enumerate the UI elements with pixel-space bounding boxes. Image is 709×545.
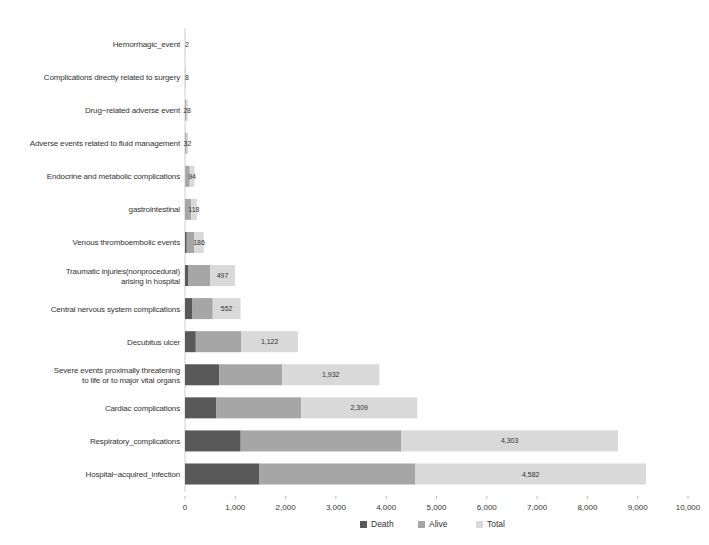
x-tick-label: 4,000 [376,503,397,512]
category-label-line: Drug−related adverse event [85,106,181,115]
bar [219,364,282,385]
category-label: Traumatic injuries(nonprocedural)arising… [66,267,181,286]
x-tick-label: 7,000 [527,503,548,512]
legend-label: Death [371,519,394,529]
category-label-line: Decubitus ulcer [127,338,180,347]
bar [241,331,297,352]
bar [192,298,213,319]
bar [185,232,187,253]
bar [185,331,196,352]
data-label: 28 [183,107,191,114]
x-tick [386,496,387,499]
bar [213,298,241,319]
data-label: 118 [188,206,199,213]
data-label: 1,932 [322,371,340,378]
bar [185,265,189,286]
data-label: 8 [185,74,189,81]
category-label: gastrointestinal [129,205,181,214]
x-tick-label: 2,000 [276,503,297,512]
x-tick [688,496,689,499]
category-label: Respiratory_complications [90,437,180,446]
category-label: Endocrine and metabolic complications [47,172,180,181]
legend-swatch [418,521,425,528]
data-label: 1,122 [261,338,279,345]
category-label-line: Endocrine and metabolic complications [47,172,180,181]
bar [216,397,301,418]
bar [185,364,219,385]
category-label-line: Central nervous system complications [51,305,180,314]
legend-swatch [476,521,483,528]
data-label: 497 [217,272,229,279]
bar [196,331,242,352]
data-label: 4,582 [522,471,540,478]
x-tick-label: 1,000 [225,503,246,512]
data-label: 2,309 [350,404,368,411]
x-tick-label: 3,000 [326,503,347,512]
x-tick [637,496,638,499]
bars [185,34,646,485]
x-tick-label: 6,000 [477,503,498,512]
category-label-line: Hospital−acquired_infection [86,470,180,479]
category-label: Central nervous system complications [51,305,180,314]
bar [210,265,235,286]
data-label: 186 [193,239,205,246]
x-tick [285,496,286,499]
category-label: Venous thromboembolic events [73,238,181,247]
x-tick-label: 10,000 [676,503,701,512]
x-tick [335,496,336,499]
legend: Death Alive Total [360,519,505,529]
data-label: 2 [185,41,189,48]
legend-label: Alive [429,519,448,529]
bar [259,464,415,485]
category-label: Drug−related adverse event [85,106,181,115]
category-label-line: Complications directly related to surger… [44,73,180,82]
data-label: 4,303 [501,437,519,444]
bar [241,430,402,451]
category-label: Severe events proximally threateningto l… [54,366,180,385]
category-label: Decubitus ulcer [127,338,180,347]
category-label: Hospital−acquired_infection [86,470,180,479]
category-label-line: gastrointestinal [129,205,181,214]
data-label: 94 [188,173,196,180]
chart: 0 1,000 2,000 3,000 4,000 5,000 6,000 7,000 8,00… [0,0,709,545]
x-tick-label: 0 [183,503,188,512]
bar [401,430,617,451]
bar [185,464,259,485]
x-tick-label: 8,000 [577,503,598,512]
legend-swatch [360,521,367,528]
legend-label: Total [487,519,505,529]
category-label-line: to life or to major vital organs [82,376,180,385]
data-label: 32 [184,140,192,147]
category-label-line: Venous thromboembolic events [73,238,181,247]
category-label-line: Hemorrhagic_event [113,40,181,49]
x-tick [537,496,538,499]
x-tick [436,496,437,499]
category-label: Hemorrhagic_event [113,40,181,49]
category-axis [185,28,186,492]
bar [282,364,379,385]
category-label-line: Cardiac complications [105,404,180,413]
x-tick [486,496,487,499]
category-label-line: Adverse events related to fluid manageme… [30,139,181,148]
bar [185,397,216,418]
category-label: Adverse events related to fluid manageme… [30,139,181,148]
category-label: Complications directly related to surger… [44,73,180,82]
category-label-line: Traumatic injuries(nonprocedural) [66,267,181,276]
category-label-line: Severe events proximally threatening [54,366,180,375]
bar [301,397,417,418]
data-label: 552 [221,305,233,312]
bar [415,464,645,485]
x-tick [185,496,186,499]
x-tick-label: 9,000 [628,503,649,512]
category-label-line: Respiratory_complications [90,437,180,446]
x-tick [587,496,588,499]
x-tick [235,496,236,499]
bar [189,265,210,286]
category-label-line: arising in hospital [121,277,180,286]
x-tick-label: 5,000 [426,503,447,512]
bar [185,298,192,319]
bar [185,430,241,451]
category-label: Cardiac complications [105,404,180,413]
